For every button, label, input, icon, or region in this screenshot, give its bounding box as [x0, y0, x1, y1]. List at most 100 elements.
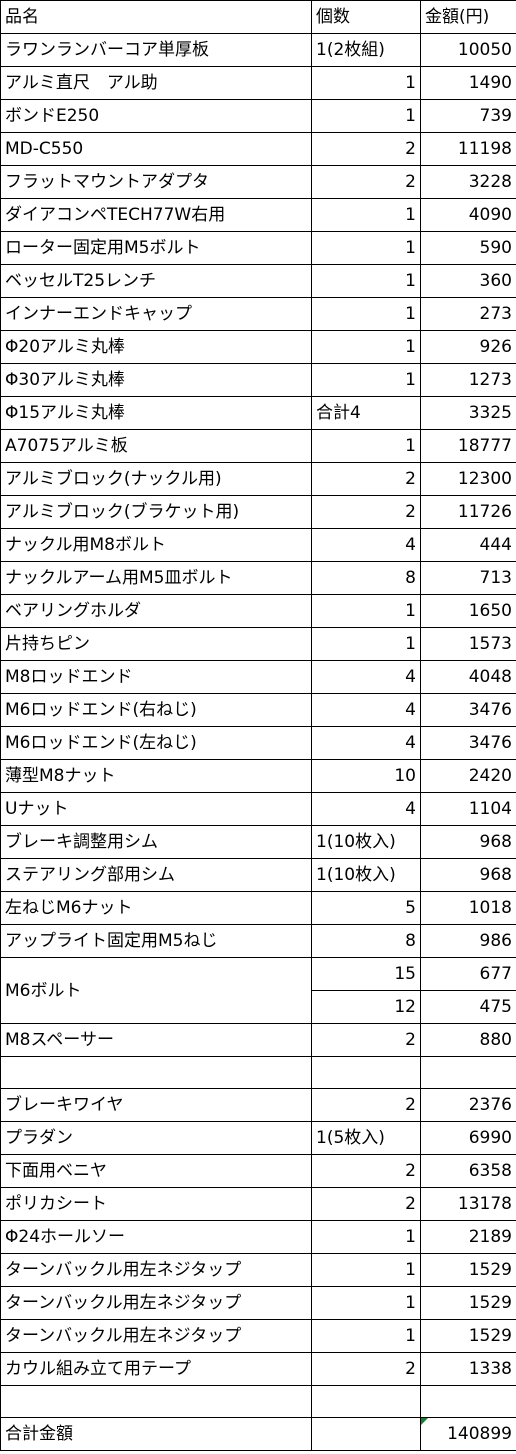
item-name-cell[interactable]: M6ロッドエンド(右ねじ) — [0, 693, 312, 727]
item-name-cell[interactable]: アップライト固定用M5ねじ — [0, 924, 312, 958]
amount-cell[interactable]: 11726 — [420, 495, 516, 529]
item-name-cell[interactable]: MD-C550 — [0, 132, 312, 166]
quantity-cell[interactable]: 1 — [311, 1220, 421, 1254]
amount-cell[interactable]: 4090 — [420, 198, 516, 232]
item-name-cell[interactable]: アルミブロック(ブラケット用) — [0, 495, 312, 529]
amount-cell[interactable]: 968 — [420, 858, 516, 892]
quantity-cell[interactable]: 2 — [311, 495, 421, 529]
item-name-cell[interactable]: ナックルアーム用M5皿ボルト — [0, 561, 312, 595]
amount-cell[interactable]: 12300 — [420, 462, 516, 496]
item-name-cell[interactable]: Φ20アルミ丸棒 — [0, 330, 312, 364]
item-name-cell[interactable] — [0, 1056, 312, 1089]
amount-cell[interactable]: 3476 — [420, 726, 516, 760]
quantity-cell[interactable]: 1(2枚組) — [311, 33, 421, 67]
amount-cell[interactable]: 1338 — [420, 1352, 516, 1386]
amount-cell[interactable]: 677 — [420, 957, 516, 991]
item-name-cell[interactable]: Φ15アルミ丸棒 — [0, 396, 312, 430]
quantity-cell[interactable]: 2 — [311, 1023, 421, 1057]
amount-cell[interactable]: 1650 — [420, 594, 516, 628]
total-qty-cell[interactable] — [311, 1417, 421, 1451]
total-amount-cell[interactable]: 140899 — [420, 1417, 516, 1451]
quantity-cell[interactable]: 1 — [311, 297, 421, 331]
quantity-cell[interactable]: 1 — [311, 1286, 421, 1320]
amount-cell[interactable]: 1104 — [420, 792, 516, 826]
item-name-cell[interactable]: ベッセルT25レンチ — [0, 264, 312, 298]
amount-cell[interactable]: 2420 — [420, 759, 516, 793]
quantity-cell[interactable]: 1 — [311, 330, 421, 364]
item-name-cell[interactable]: Φ24ホールソー — [0, 1220, 312, 1254]
amount-cell[interactable]: 1529 — [420, 1253, 516, 1287]
amount-cell[interactable]: 880 — [420, 1023, 516, 1057]
item-name-cell[interactable]: ステアリング部用シム — [0, 858, 312, 892]
quantity-cell[interactable]: 2 — [311, 1154, 421, 1188]
quantity-cell[interactable]: 1(10枚入) — [311, 858, 421, 892]
amount-cell[interactable]: 1490 — [420, 66, 516, 100]
amount-cell[interactable]: 4048 — [420, 660, 516, 694]
item-name-cell[interactable]: ブレーキ調整用シム — [0, 825, 312, 859]
amount-cell[interactable]: 739 — [420, 99, 516, 133]
amount-cell[interactable]: 13178 — [420, 1187, 516, 1221]
quantity-cell[interactable]: 15 — [311, 957, 421, 991]
amount-cell[interactable]: 18777 — [420, 429, 516, 463]
quantity-cell[interactable]: 1 — [311, 99, 421, 133]
item-name-cell[interactable]: ベアリングホルダ — [0, 594, 312, 628]
quantity-cell[interactable]: 2 — [311, 462, 421, 496]
amount-cell[interactable]: 2376 — [420, 1088, 516, 1122]
amount-cell[interactable]: 3325 — [420, 396, 516, 430]
item-name-cell[interactable]: 左ねじM6ナット — [0, 891, 312, 925]
quantity-cell[interactable]: 1 — [311, 66, 421, 100]
quantity-cell[interactable]: 2 — [311, 1187, 421, 1221]
quantity-cell[interactable]: 1 — [311, 627, 421, 661]
quantity-cell[interactable]: 4 — [311, 528, 421, 562]
header-amount-cell[interactable]: 金額(円) — [420, 0, 516, 34]
quantity-cell[interactable]: 1 — [311, 198, 421, 232]
quantity-cell[interactable]: 8 — [311, 561, 421, 595]
quantity-cell[interactable] — [311, 1056, 421, 1089]
quantity-cell[interactable]: 1 — [311, 363, 421, 397]
amount-cell[interactable]: 590 — [420, 231, 516, 265]
item-name-cell[interactable]: 下面用ベニヤ — [0, 1154, 312, 1188]
item-name-cell[interactable]: 片持ちピン — [0, 627, 312, 661]
quantity-cell[interactable]: 10 — [311, 759, 421, 793]
item-name-cell[interactable]: ターンバックル用左ネジタップ — [0, 1253, 312, 1287]
quantity-cell[interactable] — [311, 1385, 421, 1418]
quantity-cell[interactable]: 4 — [311, 693, 421, 727]
quantity-cell[interactable]: 1 — [311, 429, 421, 463]
amount-cell[interactable]: 6358 — [420, 1154, 516, 1188]
amount-cell[interactable] — [420, 1385, 516, 1418]
quantity-cell[interactable]: 合計4 — [311, 396, 421, 430]
item-name-cell[interactable]: ラワンランバーコア単厚板 — [0, 33, 312, 67]
item-name-cell[interactable]: ターンバックル用左ネジタップ — [0, 1286, 312, 1320]
item-name-cell[interactable]: A7075アルミ板 — [0, 429, 312, 463]
amount-cell[interactable]: 3228 — [420, 165, 516, 199]
item-name-cell[interactable]: 薄型M8ナット — [0, 759, 312, 793]
item-name-cell[interactable]: ポリカシート — [0, 1187, 312, 1221]
amount-cell[interactable]: 2189 — [420, 1220, 516, 1254]
quantity-cell[interactable]: 2 — [311, 1088, 421, 1122]
quantity-cell[interactable]: 2 — [311, 165, 421, 199]
quantity-cell[interactable]: 5 — [311, 891, 421, 925]
item-name-cell[interactable]: ブレーキワイヤ — [0, 1088, 312, 1122]
item-name-cell[interactable]: ダイアコンペTECH77W右用 — [0, 198, 312, 232]
quantity-cell[interactable]: 12 — [311, 990, 421, 1024]
quantity-cell[interactable]: 4 — [311, 792, 421, 826]
amount-cell[interactable]: 926 — [420, 330, 516, 364]
item-name-cell[interactable]: インナーエンドキャップ — [0, 297, 312, 331]
item-name-cell[interactable]: ナックル用M8ボルト — [0, 528, 312, 562]
amount-cell[interactable]: 968 — [420, 825, 516, 859]
amount-cell[interactable]: 360 — [420, 264, 516, 298]
amount-cell[interactable]: 475 — [420, 990, 516, 1024]
item-name-cell[interactable]: M8ロッドエンド — [0, 660, 312, 694]
item-name-cell[interactable]: ボンドE250 — [0, 99, 312, 133]
item-name-cell[interactable]: M6ロッドエンド(左ねじ) — [0, 726, 312, 760]
amount-cell[interactable]: 3476 — [420, 693, 516, 727]
amount-cell[interactable]: 1018 — [420, 891, 516, 925]
item-name-cell[interactable]: ターンバックル用左ネジタップ — [0, 1319, 312, 1353]
amount-cell[interactable]: 986 — [420, 924, 516, 958]
quantity-cell[interactable]: 1(10枚入) — [311, 825, 421, 859]
item-name-cell[interactable]: Uナット — [0, 792, 312, 826]
quantity-cell[interactable]: 1 — [311, 231, 421, 265]
amount-cell[interactable]: 6990 — [420, 1121, 516, 1155]
quantity-cell[interactable]: 2 — [311, 1352, 421, 1386]
total-label-cell[interactable]: 合計金額 — [0, 1417, 312, 1451]
